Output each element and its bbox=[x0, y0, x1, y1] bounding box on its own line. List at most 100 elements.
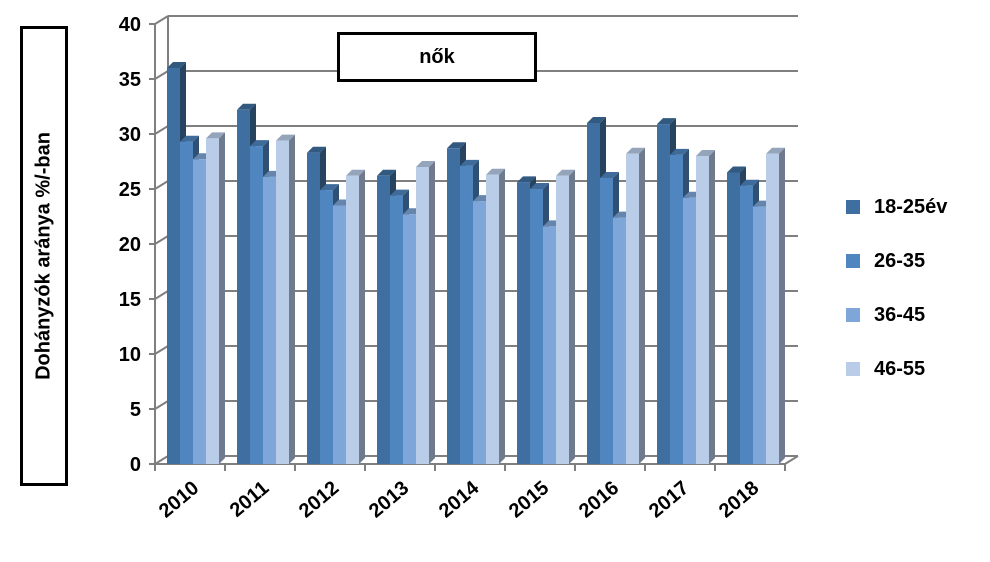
bar-top bbox=[447, 142, 466, 149]
bar-side bbox=[429, 161, 435, 464]
gridline-side bbox=[154, 400, 169, 410]
x-tick-label: 2013 bbox=[365, 477, 413, 522]
bar-front bbox=[403, 214, 416, 464]
bar-top bbox=[276, 134, 295, 141]
bar-top bbox=[460, 159, 479, 166]
bar-front bbox=[486, 174, 499, 464]
bar-front bbox=[206, 138, 219, 464]
legend: 18-25év 26-35 36-45 46-55 bbox=[846, 193, 947, 409]
x-tick-label: 2016 bbox=[575, 477, 623, 522]
gridline-side bbox=[154, 235, 169, 245]
y-tick-label: 0 bbox=[130, 454, 141, 476]
chart-title: nők bbox=[337, 32, 537, 82]
floor-right-edge bbox=[784, 455, 799, 465]
gridline-side bbox=[154, 180, 169, 190]
gridline-side bbox=[154, 345, 169, 355]
bar-top bbox=[556, 169, 575, 176]
bar-top bbox=[626, 147, 645, 154]
legend-label: 18-25év bbox=[874, 195, 948, 218]
bar-top bbox=[587, 117, 606, 123]
bar-front bbox=[447, 148, 460, 465]
bar-front bbox=[556, 175, 569, 465]
bar-side bbox=[359, 169, 365, 465]
legend-label: 36-45 bbox=[874, 303, 926, 326]
bar bbox=[626, 147, 645, 465]
gridline-side bbox=[154, 15, 169, 25]
y-tick-label: 30 bbox=[119, 124, 141, 146]
bar-front bbox=[250, 146, 263, 464]
bar bbox=[346, 169, 365, 465]
y-tick-label: 35 bbox=[119, 69, 141, 91]
legend-item: 26-35 bbox=[846, 247, 947, 275]
bar-front bbox=[346, 175, 359, 465]
bar-top bbox=[250, 140, 269, 147]
bar-front bbox=[263, 176, 276, 464]
bar-front bbox=[193, 159, 206, 465]
bar bbox=[696, 150, 715, 464]
bar-front bbox=[237, 109, 250, 465]
legend-item: 18-25év bbox=[846, 193, 947, 221]
bar-side bbox=[499, 168, 505, 464]
x-tick-label: 2011 bbox=[226, 477, 273, 522]
bar-top bbox=[657, 118, 676, 125]
bar-top bbox=[377, 169, 396, 176]
bar-top bbox=[530, 183, 549, 189]
bar-front bbox=[377, 175, 390, 465]
bar bbox=[206, 132, 225, 464]
gridline-side bbox=[154, 455, 169, 465]
bar-top bbox=[740, 179, 759, 186]
bar-front bbox=[696, 156, 709, 464]
x-tick-label: 2014 bbox=[435, 476, 484, 522]
x-tick-label: 2012 bbox=[295, 477, 343, 522]
bar bbox=[276, 134, 295, 464]
legend-label: 26-35 bbox=[874, 249, 926, 272]
bar-front bbox=[613, 217, 626, 464]
y-tick-label: 20 bbox=[119, 234, 141, 256]
y-axis-label-box: Dohányzók aránya %/-ban bbox=[20, 26, 68, 486]
y-tick-label: 15 bbox=[119, 289, 141, 311]
legend-swatch bbox=[846, 308, 860, 322]
bar-front bbox=[543, 226, 556, 464]
x-tick-label: 2017 bbox=[645, 477, 693, 522]
bar bbox=[556, 169, 575, 465]
y-tick-label: 25 bbox=[119, 179, 141, 201]
bar-top bbox=[206, 132, 225, 139]
bar-front bbox=[167, 68, 180, 464]
bar-front bbox=[683, 197, 696, 465]
legend-swatch bbox=[846, 362, 860, 376]
bar-front bbox=[416, 167, 429, 464]
bar-front bbox=[333, 205, 346, 464]
bar-top bbox=[416, 161, 435, 167]
gridline-side bbox=[154, 125, 169, 135]
gridline-side bbox=[154, 70, 169, 80]
bar-front bbox=[670, 154, 683, 464]
bar-front bbox=[587, 123, 600, 464]
bar-front bbox=[766, 153, 779, 465]
legend-swatch bbox=[846, 254, 860, 268]
bar-front bbox=[180, 141, 193, 464]
bar-front bbox=[307, 152, 320, 464]
bar-front bbox=[600, 178, 613, 464]
bar-side bbox=[569, 169, 575, 465]
y-axis-label: Dohányzók aránya %/-ban bbox=[32, 132, 55, 380]
bar-front bbox=[753, 206, 766, 464]
bar-front bbox=[473, 201, 486, 464]
gridline-side bbox=[154, 290, 169, 300]
bar-front bbox=[626, 153, 639, 465]
x-tick-label: 2010 bbox=[155, 477, 203, 522]
x-tick-label: 2015 bbox=[505, 477, 553, 522]
bar-front bbox=[320, 190, 333, 464]
y-tick-label: 5 bbox=[130, 399, 141, 421]
bar-top bbox=[727, 166, 746, 173]
bar bbox=[766, 147, 785, 465]
bar-top bbox=[486, 168, 505, 175]
bar-top bbox=[167, 62, 186, 68]
bar-front bbox=[530, 189, 543, 464]
bar-front bbox=[390, 195, 403, 464]
legend-item: 46-55 bbox=[846, 355, 947, 383]
bar-front bbox=[460, 165, 473, 464]
bar-top bbox=[390, 189, 409, 196]
y-tick-label: 10 bbox=[119, 344, 141, 366]
bar bbox=[486, 168, 505, 464]
